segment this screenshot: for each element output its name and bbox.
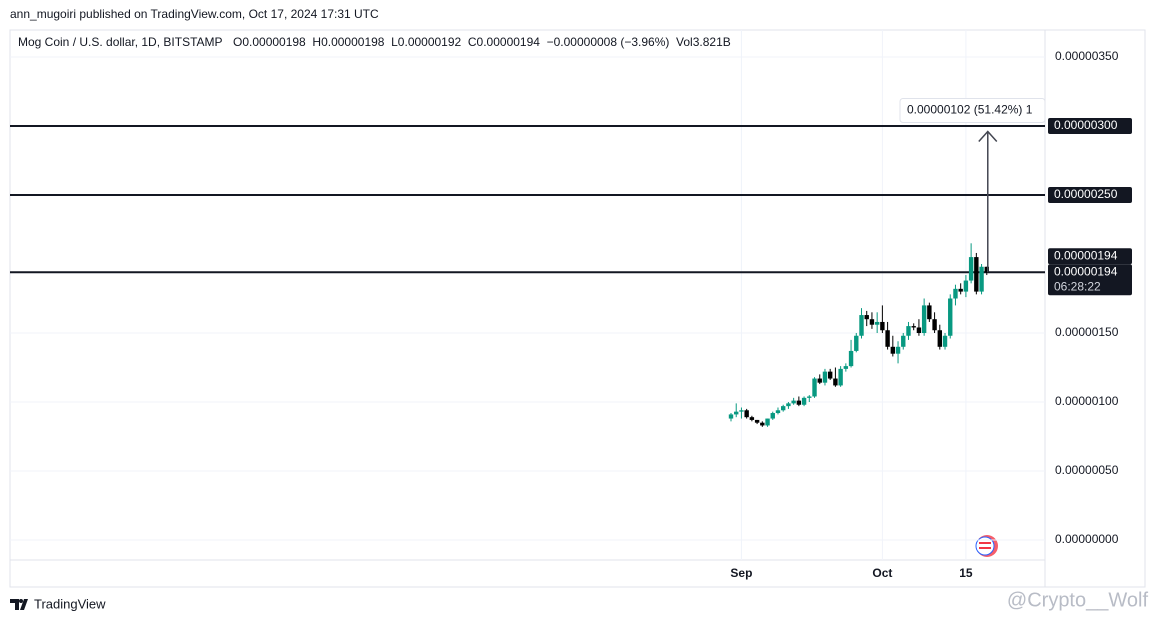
- chart-frame: [9, 29, 1146, 588]
- candle-body: [869, 319, 875, 325]
- candle-body: [880, 321, 885, 331]
- hline-label: 0.00000300: [1054, 118, 1118, 132]
- candle-body: [848, 350, 854, 367]
- candle-body: [754, 419, 760, 423]
- candle-body: [916, 327, 922, 333]
- chart-title: Mog Coin / U.S. dollar, 1D, BITSTAMP: [18, 35, 223, 49]
- ohlc-legend: O0.00000198 H0.00000198 L0.00000192 C0.0…: [233, 35, 731, 49]
- measure-label: 0.00000102 (51.42%) 1: [907, 103, 1033, 117]
- candle-body: [770, 413, 775, 419]
- candle-body: [854, 335, 859, 351]
- hline-label-box: [1048, 187, 1132, 204]
- candle-body: [911, 326, 916, 328]
- candle-body: [901, 335, 906, 347]
- countdown: 06:28:22: [1054, 279, 1101, 293]
- x-tick-label: Oct: [872, 566, 892, 580]
- candle-body: [739, 410, 744, 412]
- candle-body: [744, 410, 749, 418]
- candle-body: [974, 257, 979, 292]
- candle-body: [749, 417, 755, 420]
- candle-body: [921, 305, 927, 333]
- candle-body: [843, 366, 849, 369]
- candle-body: [833, 378, 838, 386]
- y-tick-label: 0.00000350: [1055, 49, 1119, 63]
- candle-body: [859, 315, 864, 336]
- candle-body: [734, 411, 739, 415]
- x-tick-label: 15: [959, 566, 973, 580]
- candle-body: [984, 266, 989, 273]
- candle-body: [963, 280, 969, 292]
- candle-body: [895, 346, 901, 354]
- hline-label-box: [1048, 248, 1132, 265]
- candle-body: [885, 330, 890, 347]
- measure-label-box: [899, 98, 1046, 124]
- last-price: 0.00000194: [1054, 264, 1118, 278]
- candle-body: [775, 410, 781, 414]
- y-tick-label: 0.00000000: [1055, 532, 1119, 546]
- candle-body: [765, 418, 770, 426]
- candle-body: [890, 346, 896, 354]
- candle-body: [822, 371, 828, 383]
- hline-label: 0.00000194: [1054, 248, 1118, 262]
- candle-body: [791, 400, 796, 404]
- event-flag: [975, 535, 998, 557]
- candle-body: [760, 422, 765, 426]
- candle-body: [786, 403, 791, 407]
- candle-body: [796, 400, 802, 405]
- watermark: @Crypto__Wolf: [1007, 589, 1149, 611]
- candle-body: [801, 397, 807, 405]
- measure-arrowhead: [978, 130, 998, 143]
- candle-body: [927, 305, 932, 320]
- y-tick-label: 0.00000150: [1055, 325, 1119, 339]
- publisher: ann_mugoiri published on TradingView.com…: [10, 7, 379, 21]
- candle-body: [968, 257, 974, 281]
- candle-body: [932, 319, 937, 331]
- candle-body: [728, 414, 734, 419]
- hline-label-box: [1048, 118, 1132, 135]
- candle-body: [906, 326, 911, 336]
- candle-body: [812, 378, 817, 397]
- last-price-box: [1048, 264, 1132, 296]
- candle-body: [807, 396, 812, 398]
- candle-body: [874, 321, 880, 325]
- candle-body: [937, 330, 942, 347]
- candle-body: [827, 371, 833, 379]
- x-tick-label: Sep: [730, 566, 752, 580]
- y-tick-label: 0.00000050: [1055, 463, 1119, 477]
- candle-body: [948, 298, 953, 336]
- candle-body: [979, 266, 984, 292]
- candle-body: [781, 406, 786, 411]
- candle-body: [942, 335, 948, 347]
- candle-body: [864, 315, 869, 320]
- candle-body: [958, 288, 963, 292]
- tradingview-logo: [10, 599, 28, 610]
- candle-body: [953, 288, 958, 299]
- brand: TradingView: [34, 596, 106, 611]
- candle-body: [817, 378, 822, 383]
- candle-body: [838, 368, 843, 386]
- y-tick-label: 0.00000100: [1055, 394, 1119, 408]
- hline-label: 0.00000250: [1054, 187, 1118, 201]
